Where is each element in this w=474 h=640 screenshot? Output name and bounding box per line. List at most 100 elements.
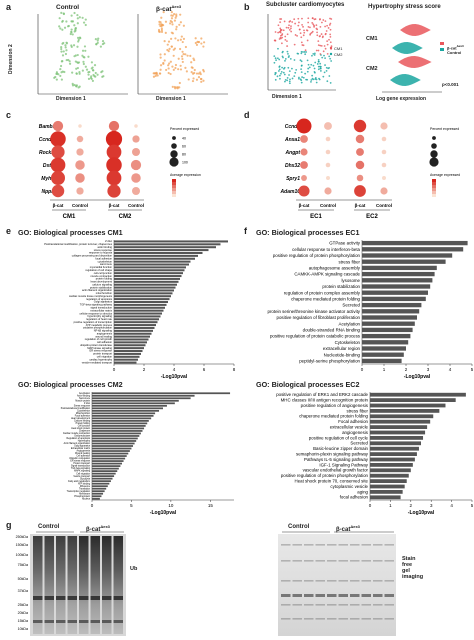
umap-point [202, 45, 205, 48]
subcluster-point [294, 34, 297, 36]
go-bar [92, 460, 124, 462]
go-tick-label: 4 [173, 367, 176, 372]
subcluster-point [283, 73, 286, 76]
dotplot-c-svg: Bambi Ccnd2 Rock2 Dstn Myh7 Nppa β-cat Control β… [39, 120, 201, 220]
subcluster-point [279, 36, 282, 39]
go-bar [114, 355, 140, 358]
go-bar [114, 243, 221, 246]
subcluster-point [311, 17, 314, 20]
subcluster-point [284, 38, 287, 41]
subcluster-legend-cm2: CM2 [334, 52, 343, 57]
go-category-label: cytoskeleton [98, 259, 113, 263]
go-bar [370, 398, 456, 402]
umap-point [194, 41, 197, 45]
dotplot-color-legend-title: Average expression [170, 173, 201, 177]
go-category-label: positive regulation of protein phosphory… [273, 253, 361, 258]
umap-point [158, 23, 161, 26]
go-bar [370, 403, 446, 408]
umap-point [81, 49, 85, 52]
umap-point [77, 38, 80, 42]
stainfree-band [304, 544, 314, 546]
stainfree-band [327, 618, 337, 620]
go-category-label: protein stabilization [90, 285, 113, 289]
subcluster-point [284, 58, 287, 60]
subcluster-point [325, 69, 328, 72]
go-category-label: Secreted [342, 303, 360, 308]
stainfree-band [338, 594, 348, 597]
subcluster-point [326, 24, 329, 27]
panel-c-dotplot: Bambi Ccnd2 Rock2 Dstn Myh7 Nppa β-cat Control β… [10, 116, 238, 222]
dotplot-size-legend-dot [172, 136, 176, 140]
go-bar [92, 437, 138, 440]
umap-point [61, 19, 64, 23]
subcluster-point [284, 78, 287, 81]
subcluster-point [314, 61, 317, 64]
subcluster-point [313, 54, 316, 56]
umap-point [200, 77, 203, 81]
subcluster-point [281, 51, 284, 54]
umap-point [91, 79, 94, 82]
dotplot-cond-label: β-cat [355, 203, 366, 208]
umap-point [170, 17, 174, 20]
subcluster-point [288, 80, 291, 83]
umap-point [181, 40, 184, 44]
umap-point [169, 22, 172, 25]
go-bar [114, 266, 186, 269]
go-bar [362, 340, 409, 345]
stainfree-band [373, 618, 383, 620]
dotplot-gene-label: Ccnd2 [285, 124, 301, 130]
subcluster-point [300, 71, 303, 74]
go-category-label: aging [357, 489, 368, 494]
go-tick-label: 6 [203, 367, 206, 372]
ub-band [56, 596, 66, 600]
subcluster-point [302, 76, 305, 79]
dotplot-dot [325, 149, 331, 155]
umap-point [175, 25, 178, 28]
umap-point [87, 77, 91, 80]
go-category-label: chaperone mediated protein folding [291, 296, 360, 301]
dotplot-dot [106, 144, 122, 160]
go-bar [114, 275, 182, 278]
umap-point [70, 28, 73, 31]
go-bar [114, 286, 176, 289]
subcluster-xlabel: Dimension 1 [272, 94, 302, 100]
subcluster-point [318, 77, 320, 80]
subcluster-point [287, 52, 289, 55]
go-bar [114, 321, 158, 324]
go-bar [114, 358, 138, 361]
ub-band [113, 620, 123, 623]
go-category-label: response to hypoxia [89, 251, 113, 255]
go-category-label: Heat shock protein [71, 427, 91, 430]
umap-point [70, 14, 73, 17]
umap-point [163, 59, 166, 62]
dotplot-dot [324, 187, 332, 195]
subcluster-point [324, 57, 326, 60]
umap-point [191, 79, 195, 83]
go-bar [370, 495, 401, 500]
subcluster-point [286, 40, 288, 43]
subcluster-point [274, 78, 277, 81]
subcluster-point [281, 66, 284, 69]
dotplot-color-swatch [432, 191, 436, 194]
ub-band [79, 620, 89, 623]
umap-point [191, 72, 195, 75]
umap-point [75, 72, 78, 75]
go-category-label: Z disc [84, 403, 91, 405]
umap-point [171, 23, 174, 26]
subcluster-point [298, 77, 300, 80]
go-category-label: Glycolysis [80, 478, 91, 480]
stainfree-band [373, 560, 383, 562]
subcluster-point [280, 42, 283, 45]
violin-shape [400, 24, 431, 36]
dotplot-size-legend-value: 100 [182, 161, 188, 165]
dotplot-cond-label: β-cat [299, 203, 310, 208]
subcluster-point [319, 65, 322, 68]
dotplot-dot [355, 134, 365, 144]
umap-point [175, 28, 178, 31]
stainfree-band [350, 618, 360, 620]
subcluster-point [310, 80, 312, 83]
dotplot-color-swatch [432, 179, 436, 182]
umap-point [71, 33, 74, 36]
go-category-label: Focal adhesion [75, 415, 91, 417]
blot-marker-label: 15kDa [18, 619, 28, 623]
